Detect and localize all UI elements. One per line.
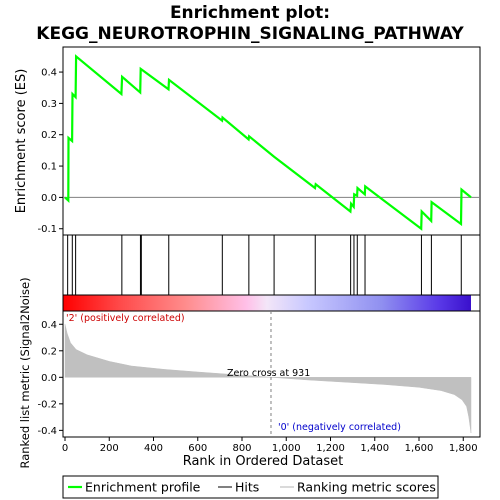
metric-y-tick-label: 0.2 <box>41 346 57 357</box>
x-tick-label: 200 <box>100 443 119 454</box>
metric-area <box>64 324 472 434</box>
metric-y-axis: -0.4 -0.2 0.0 0.2 0.4 <box>37 320 63 437</box>
es-y-axis: -0.1 0.0 0.1 0.2 0.3 0.4 <box>37 68 63 235</box>
hits-frame <box>62 234 481 296</box>
x-axis: 0 200 400 600 800 1,000 1,200 1,400 1,600 1,800 <box>62 437 478 454</box>
x-axis-label: Rank in Ordered Dataset <box>183 454 344 469</box>
es-y-tick-label: 0.3 <box>41 99 57 110</box>
negative-correlation-label: '0' (negatively correlated) <box>278 422 401 433</box>
x-tick-label: 400 <box>144 443 163 454</box>
zero-cross-label: Zero cross at 931 <box>227 368 310 379</box>
metric-y-axis-label: Ranked list metric (Signal2Noise) <box>18 277 32 468</box>
metric-panel: -0.4 -0.2 0.0 0.2 0.4 '2' (positively correl… <box>18 277 481 469</box>
x-tick-label: 800 <box>232 443 251 454</box>
x-tick-label: 0 <box>62 443 68 454</box>
es-panel: -0.1 0.0 0.1 0.2 0.3 0.4 Enrichment score (ES… <box>14 46 481 236</box>
rank-color-bar <box>63 295 471 311</box>
es-y-axis-label: Enrichment score (ES) <box>14 69 29 214</box>
legend-label: Enrichment profile <box>85 480 201 495</box>
metric-y-tick-label: -0.4 <box>37 426 57 437</box>
legend-frame <box>62 475 439 499</box>
es-y-tick-label: -0.1 <box>37 224 57 235</box>
es-y-tick-label: 0.1 <box>41 162 57 173</box>
legend-label: Hits <box>235 480 259 495</box>
es-plot-frame <box>62 46 481 236</box>
chart-title-line1: Enrichment plot: <box>170 3 330 23</box>
x-tick-label: 1,600 <box>405 443 434 454</box>
hit-lines <box>67 235 462 295</box>
legend-label: Ranking metric scores <box>297 480 436 495</box>
x-tick-label: 1,400 <box>360 443 389 454</box>
x-tick-label: 1,800 <box>449 443 478 454</box>
metric-plot-frame <box>62 310 481 438</box>
x-tick-label: 1,200 <box>316 443 345 454</box>
metric-y-tick-label: -0.2 <box>37 399 57 410</box>
chart-title-line2: KEGG_NEUROTROPHIN_SIGNALING_PATHWAY <box>36 24 464 44</box>
hits-panel <box>62 234 481 296</box>
es-y-tick-label: 0.0 <box>41 193 57 204</box>
es-y-tick-label: 0.4 <box>41 68 57 79</box>
positive-correlation-label: '2' (positively correlated) <box>66 313 185 324</box>
x-tick-label: 1,000 <box>272 443 301 454</box>
es-y-tick-label: 0.2 <box>41 130 57 141</box>
metric-y-tick-label: 0.0 <box>41 373 57 384</box>
legend: Enrichment profile Hits Ranking metric sco… <box>62 475 439 499</box>
metric-y-tick-label: 0.4 <box>41 320 57 331</box>
es-series-line <box>64 54 472 231</box>
x-tick-label: 600 <box>188 443 207 454</box>
